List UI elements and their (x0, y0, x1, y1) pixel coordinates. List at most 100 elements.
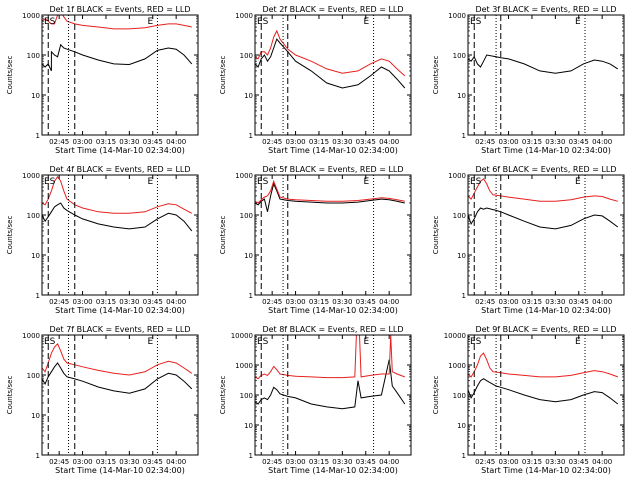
series-events-line (468, 54, 619, 74)
x-tick-label: 04:00 (379, 298, 399, 306)
series-lld-line (255, 29, 406, 77)
plot-frame (41, 334, 199, 456)
x-tick-label: 03:45 (569, 138, 589, 146)
y-tick-label: 100 (27, 212, 40, 220)
y-tick-label: 10 (244, 252, 253, 260)
x-tick-label: 03:00 (498, 298, 518, 306)
y-tick-label: 1 (462, 292, 466, 300)
series-lld-line (42, 343, 193, 376)
plot-frame (254, 174, 412, 296)
x-tick-label: 04:00 (166, 458, 186, 466)
marker-label: ES (44, 337, 56, 347)
x-axis-label: Start Time (14-Mar-10 02:34:00) (55, 146, 185, 155)
y-tick-label: 100 (27, 372, 40, 380)
x-tick-label: 02:45 (262, 298, 282, 306)
panel-title: Det 4f BLACK = Events, RED = LLD (49, 165, 190, 174)
marker-label: ES (44, 177, 56, 187)
marker-label: ES (44, 17, 56, 27)
panel-title: Det 6f BLACK = Events, RED = LLD (475, 165, 616, 174)
x-tick-label: 03:00 (285, 138, 305, 146)
x-tick-label: 03:45 (569, 458, 589, 466)
y-axis-label: Counts/sec (219, 56, 227, 95)
chart-panel-4: Det 4f BLACK = Events, RED = LLD ES E 1 10 10… (6, 165, 199, 315)
chart-panel-9: Det 9f BLACK = Events, RED = LLD ES E 1 10 10… (432, 325, 625, 475)
y-tick-label: 10 (457, 252, 466, 260)
x-tick-label: 03:15 (309, 298, 329, 306)
marker-label: ES (257, 337, 269, 347)
marker-label: ES (257, 177, 269, 187)
y-axis-label: Counts/sec (219, 216, 227, 255)
x-tick-label: 03:30 (332, 138, 352, 146)
chart-panel-8: Det 8f BLACK = Events, RED = LLD ES E 1 10 10… (219, 325, 412, 475)
x-tick-label: 03:45 (143, 138, 163, 146)
x-tick-label: 04:00 (379, 138, 399, 146)
y-tick-label: 1000 (235, 12, 253, 20)
series-events-line (42, 362, 193, 394)
x-tick-label: 03:00 (72, 138, 92, 146)
marker-label: E (364, 17, 370, 27)
x-tick-label: 03:30 (332, 458, 352, 466)
x-tick-label: 03:15 (522, 458, 542, 466)
plot-frame (41, 14, 199, 136)
y-tick-label: 100 (453, 212, 466, 220)
x-tick-label: 03:15 (96, 298, 116, 306)
x-tick-label: 03:45 (356, 458, 376, 466)
plot-frame (467, 174, 625, 296)
marker-label: ES (257, 17, 269, 27)
chart-panel-1: Det 1f BLACK = Events, RED = LLD ES E 1 10 10… (6, 5, 199, 155)
x-tick-label: 02:45 (475, 458, 495, 466)
panel-title: Det 7f BLACK = Events, RED = LLD (49, 325, 190, 334)
x-tick-label: 04:00 (592, 298, 612, 306)
x-tick-label: 02:45 (475, 138, 495, 146)
x-axis-label: Start Time (14-Mar-10 02:34:00) (268, 466, 398, 475)
series-lld-line (255, 179, 405, 204)
panel-title: Det 1f BLACK = Events, RED = LLD (49, 5, 190, 14)
y-tick-label: 10 (31, 92, 40, 100)
x-tick-label: 03:15 (96, 138, 116, 146)
y-tick-label: 1 (249, 132, 253, 140)
series-events-line (42, 43, 193, 72)
x-tick-label: 03:45 (143, 298, 163, 306)
series-lld-line (42, 175, 193, 214)
x-axis-label: Start Time (14-Mar-10 02:34:00) (268, 306, 398, 315)
x-axis-label: Start Time (14-Mar-10 02:34:00) (481, 466, 611, 475)
series-lld-line (42, 15, 192, 30)
series-events-line (468, 207, 619, 230)
marker-label: E (575, 337, 581, 347)
x-tick-label: 02:45 (262, 458, 282, 466)
y-tick-label: 1 (249, 452, 253, 460)
panel-title: Det 9f BLACK = Events, RED = LLD (475, 325, 616, 334)
y-tick-label: 10 (457, 92, 466, 100)
y-tick-label: 1000 (22, 332, 40, 340)
y-tick-label: 100 (453, 52, 466, 60)
marker-label: E (575, 177, 581, 187)
panel-title: Det 8f BLACK = Events, RED = LLD (262, 325, 403, 334)
y-axis-label: Counts/sec (6, 56, 14, 95)
y-tick-label: 1000 (235, 172, 253, 180)
y-tick-label: 10 (244, 422, 253, 430)
y-tick-label: 1000 (22, 172, 40, 180)
plot-frame (41, 174, 199, 296)
panel-title: Det 5f BLACK = Events, RED = LLD (262, 165, 403, 174)
y-tick-label: 100 (240, 52, 253, 60)
y-tick-label: 10 (31, 412, 40, 420)
x-axis-label: Start Time (14-Mar-10 02:34:00) (55, 306, 185, 315)
plot-frame (467, 334, 625, 456)
x-tick-label: 03:15 (96, 458, 116, 466)
x-tick-label: 04:00 (166, 138, 186, 146)
marker-label: ES (470, 337, 482, 347)
chart-panel-3: Det 3f BLACK = Events, RED = LLD ES E 1 10 10… (432, 5, 625, 155)
plot-frame (467, 14, 625, 136)
x-axis-label: Start Time (14-Mar-10 02:34:00) (481, 306, 611, 315)
y-axis-label: Counts/sec (6, 216, 14, 255)
y-axis-label: Counts/sec (6, 376, 14, 415)
marker-label: E (364, 337, 370, 347)
x-tick-label: 03:00 (498, 138, 518, 146)
x-tick-label: 02:45 (475, 298, 495, 306)
x-tick-label: 03:15 (309, 458, 329, 466)
marker-label: ES (470, 177, 482, 187)
series-lld-line (468, 178, 618, 202)
y-tick-label: 1 (249, 292, 253, 300)
marker-label: E (575, 17, 581, 27)
